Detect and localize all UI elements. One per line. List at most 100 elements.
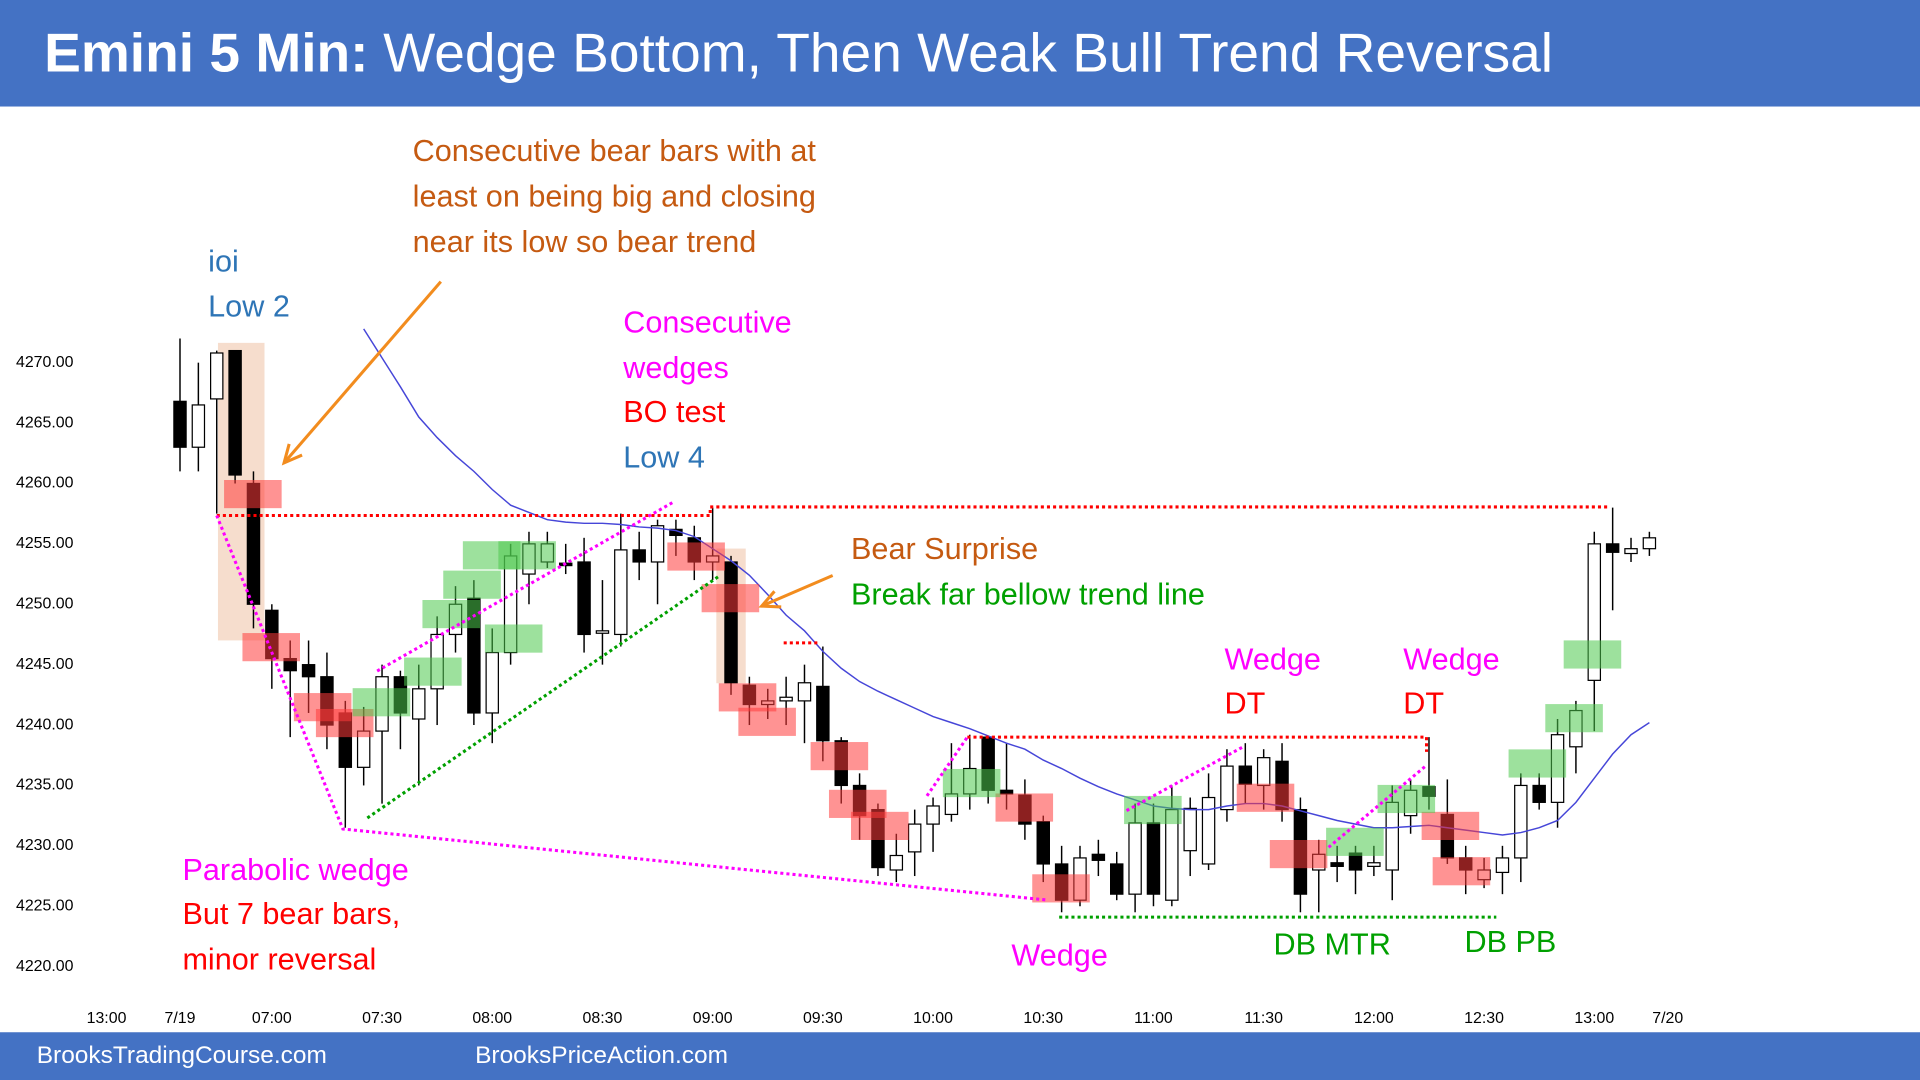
x-tick-label: 07:00 (252, 1010, 292, 1027)
y-tick-label: 4265.00 (16, 414, 74, 431)
candle-body (1642, 537, 1657, 550)
signal-box-bull (1124, 795, 1182, 825)
candle-body (485, 651, 499, 714)
candle-body (1330, 862, 1344, 867)
candle-body (1624, 548, 1638, 555)
arrow-head (758, 590, 782, 609)
signal-box-bull (1563, 640, 1622, 669)
annotation: Break far bellow trend line (851, 577, 1205, 611)
candle-body (577, 561, 591, 636)
signal-box-bear (224, 480, 282, 509)
dotted-line (366, 574, 721, 820)
candle-body (797, 682, 812, 702)
candle-body (1146, 822, 1161, 895)
signal-box-bull (1545, 704, 1603, 733)
footer-left: BrooksTradingCourse.com (37, 1042, 327, 1069)
x-tick-label: 12:30 (1464, 1010, 1504, 1027)
candle-body (632, 549, 646, 563)
candle-body (1532, 784, 1546, 803)
y-tick-label: 4255.00 (16, 535, 74, 552)
candle-body (191, 404, 206, 448)
candle-body (907, 823, 922, 853)
signal-box-bull (352, 688, 411, 717)
x-tick-label: 10:30 (1023, 1010, 1063, 1027)
y-tick-label: 4230.00 (16, 837, 74, 854)
y-tick-label: 4235.00 (16, 777, 74, 794)
y-tick-label: 4245.00 (16, 656, 74, 673)
x-tick-label: 11:00 (1134, 1010, 1173, 1027)
candle-body (228, 349, 242, 476)
y-tick-label: 4220.00 (16, 958, 74, 975)
arrow-shaft (761, 574, 834, 608)
annotation: DB PB (1464, 925, 1556, 959)
candle-body (1110, 863, 1124, 895)
candle-body (412, 688, 426, 720)
signal-box-bull (484, 624, 543, 653)
x-tick-label: 09:00 (693, 1010, 733, 1027)
candle-body (1256, 757, 1271, 787)
candle-body (1183, 807, 1197, 852)
signal-box-bear (995, 793, 1054, 822)
annotation: Low 4 (623, 440, 705, 474)
candle-body (1128, 822, 1142, 895)
text-layer: 4220.00 4225.00 4230.00 4235.00 4240.00 4245.… (16, 134, 1683, 1027)
title-text: Wedge Bottom, Then Weak Bull Trend Rever… (383, 21, 1553, 83)
candle-body (1220, 765, 1234, 811)
signal-box-bull (443, 570, 501, 599)
dotted-line (967, 735, 1429, 752)
candle-body (650, 525, 665, 563)
x-tick-label: 7/20 (1652, 1010, 1683, 1027)
candle-body (614, 549, 628, 636)
overlay-layer (215, 280, 1650, 919)
signal-box-bear (738, 707, 796, 736)
signal-box-bull (498, 541, 556, 570)
x-tick-label: 13:00 (1574, 1010, 1614, 1027)
annotation: Consecutive (623, 306, 791, 340)
candle-body (889, 854, 904, 871)
signal-box-bear (851, 811, 909, 840)
chart-title: Emini 5 Min: Wedge Bottom, Then Weak Bull… (44, 21, 1553, 83)
candle-body (779, 696, 793, 702)
shade-layer (217, 342, 746, 684)
candle-body (1605, 543, 1620, 553)
candle-body (999, 789, 1014, 795)
candle-body (816, 685, 830, 742)
signal-box-bull (404, 657, 462, 686)
candle-body (1367, 862, 1381, 867)
x-tick-label: 10:00 (913, 1010, 953, 1027)
annotation: Bear Surprise (851, 532, 1038, 566)
y-tick-label: 4270.00 (16, 354, 74, 371)
annotation: minor reversal (182, 942, 376, 976)
dotted-line (376, 500, 675, 673)
annotation: wedges (622, 351, 729, 385)
x-tick-label: 08:30 (583, 1010, 623, 1027)
signal-box-bear (1432, 857, 1491, 886)
signal-box-bear (1032, 874, 1090, 903)
x-tick-label: 13:00 (87, 1010, 127, 1027)
x-tick-label: 09:30 (803, 1010, 843, 1027)
y-tick-label: 4250.00 (16, 595, 74, 612)
signal-box-bear (1269, 840, 1328, 869)
candle-body (1201, 796, 1216, 865)
annotation: ioi (208, 244, 239, 278)
signal-box-bull (1508, 749, 1567, 778)
x-tick-label: 7/19 (165, 1010, 196, 1027)
annotation: BO test (623, 395, 726, 429)
annotation: Parabolic wedge (182, 853, 408, 887)
signal-box-bear (718, 683, 777, 712)
annotation: Low 2 (208, 290, 290, 324)
annotation: DT (1403, 686, 1444, 720)
signal-box-bull (942, 768, 1001, 798)
annotation: Consecutive bear bars with at (413, 134, 817, 168)
signal-box-bear (1421, 811, 1480, 840)
y-tick-label: 4225.00 (16, 897, 74, 914)
candle-body (1091, 853, 1106, 861)
title-bold: Emini 5 Min: (44, 21, 368, 83)
annotation: Wedge (1403, 642, 1499, 676)
y-tick-label: 4240.00 (16, 716, 74, 733)
candle-body (595, 630, 610, 634)
candle-body (1495, 857, 1510, 874)
x-tick-label: 07:30 (362, 1010, 402, 1027)
candle-body (173, 400, 187, 448)
